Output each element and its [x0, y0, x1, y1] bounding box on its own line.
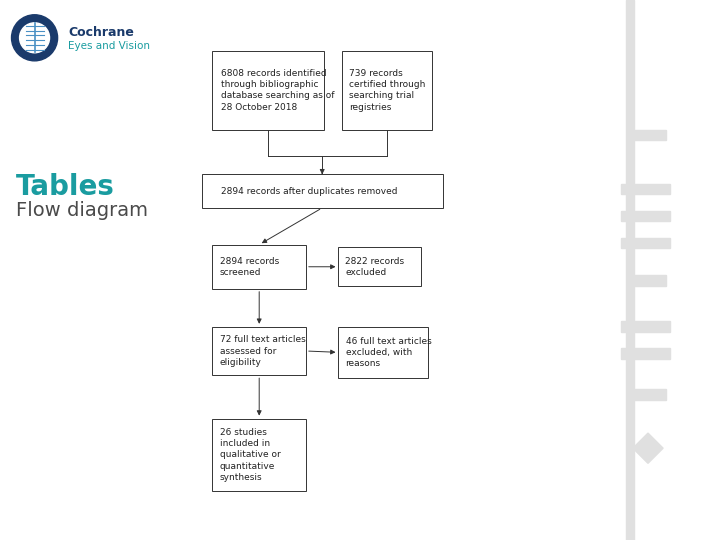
Text: Flow diagram: Flow diagram: [16, 201, 148, 220]
FancyBboxPatch shape: [212, 418, 306, 491]
Polygon shape: [633, 433, 663, 463]
Text: Tables: Tables: [16, 173, 114, 201]
Bar: [621, 211, 670, 221]
Bar: [626, 0, 634, 540]
Text: 2894 records after duplicates removed: 2894 records after duplicates removed: [221, 187, 397, 195]
Bar: [621, 238, 670, 248]
Ellipse shape: [19, 23, 50, 53]
Text: Eyes and Vision: Eyes and Vision: [68, 41, 150, 51]
Text: 2822 records
excluded: 2822 records excluded: [345, 256, 404, 277]
Bar: [634, 130, 666, 140]
Text: 739 records
certified through
searching trial
registries: 739 records certified through searching …: [349, 69, 426, 112]
FancyBboxPatch shape: [338, 247, 421, 286]
Text: 46 full text articles
excluded, with
reasons: 46 full text articles excluded, with rea…: [346, 337, 431, 368]
Bar: [621, 321, 670, 332]
FancyBboxPatch shape: [342, 51, 432, 130]
Text: 6808 records identified
through bibliographic
database searching as of
28 Octobe: 6808 records identified through bibliogr…: [221, 69, 335, 112]
FancyBboxPatch shape: [202, 174, 443, 208]
Bar: [621, 348, 670, 359]
FancyBboxPatch shape: [212, 51, 324, 130]
FancyBboxPatch shape: [338, 327, 428, 378]
Text: 2894 records
screened: 2894 records screened: [220, 256, 279, 277]
Bar: [634, 275, 666, 286]
Text: 26 studies
included in
qualitative or
quantitative
synthesis: 26 studies included in qualitative or qu…: [220, 428, 281, 482]
FancyBboxPatch shape: [212, 245, 306, 289]
Text: Cochrane: Cochrane: [68, 26, 134, 39]
Text: 72 full text articles
assessed for
eligibility: 72 full text articles assessed for eligi…: [220, 335, 305, 367]
Ellipse shape: [12, 15, 58, 61]
Bar: [621, 184, 670, 194]
FancyBboxPatch shape: [212, 327, 306, 375]
Bar: [634, 389, 666, 400]
